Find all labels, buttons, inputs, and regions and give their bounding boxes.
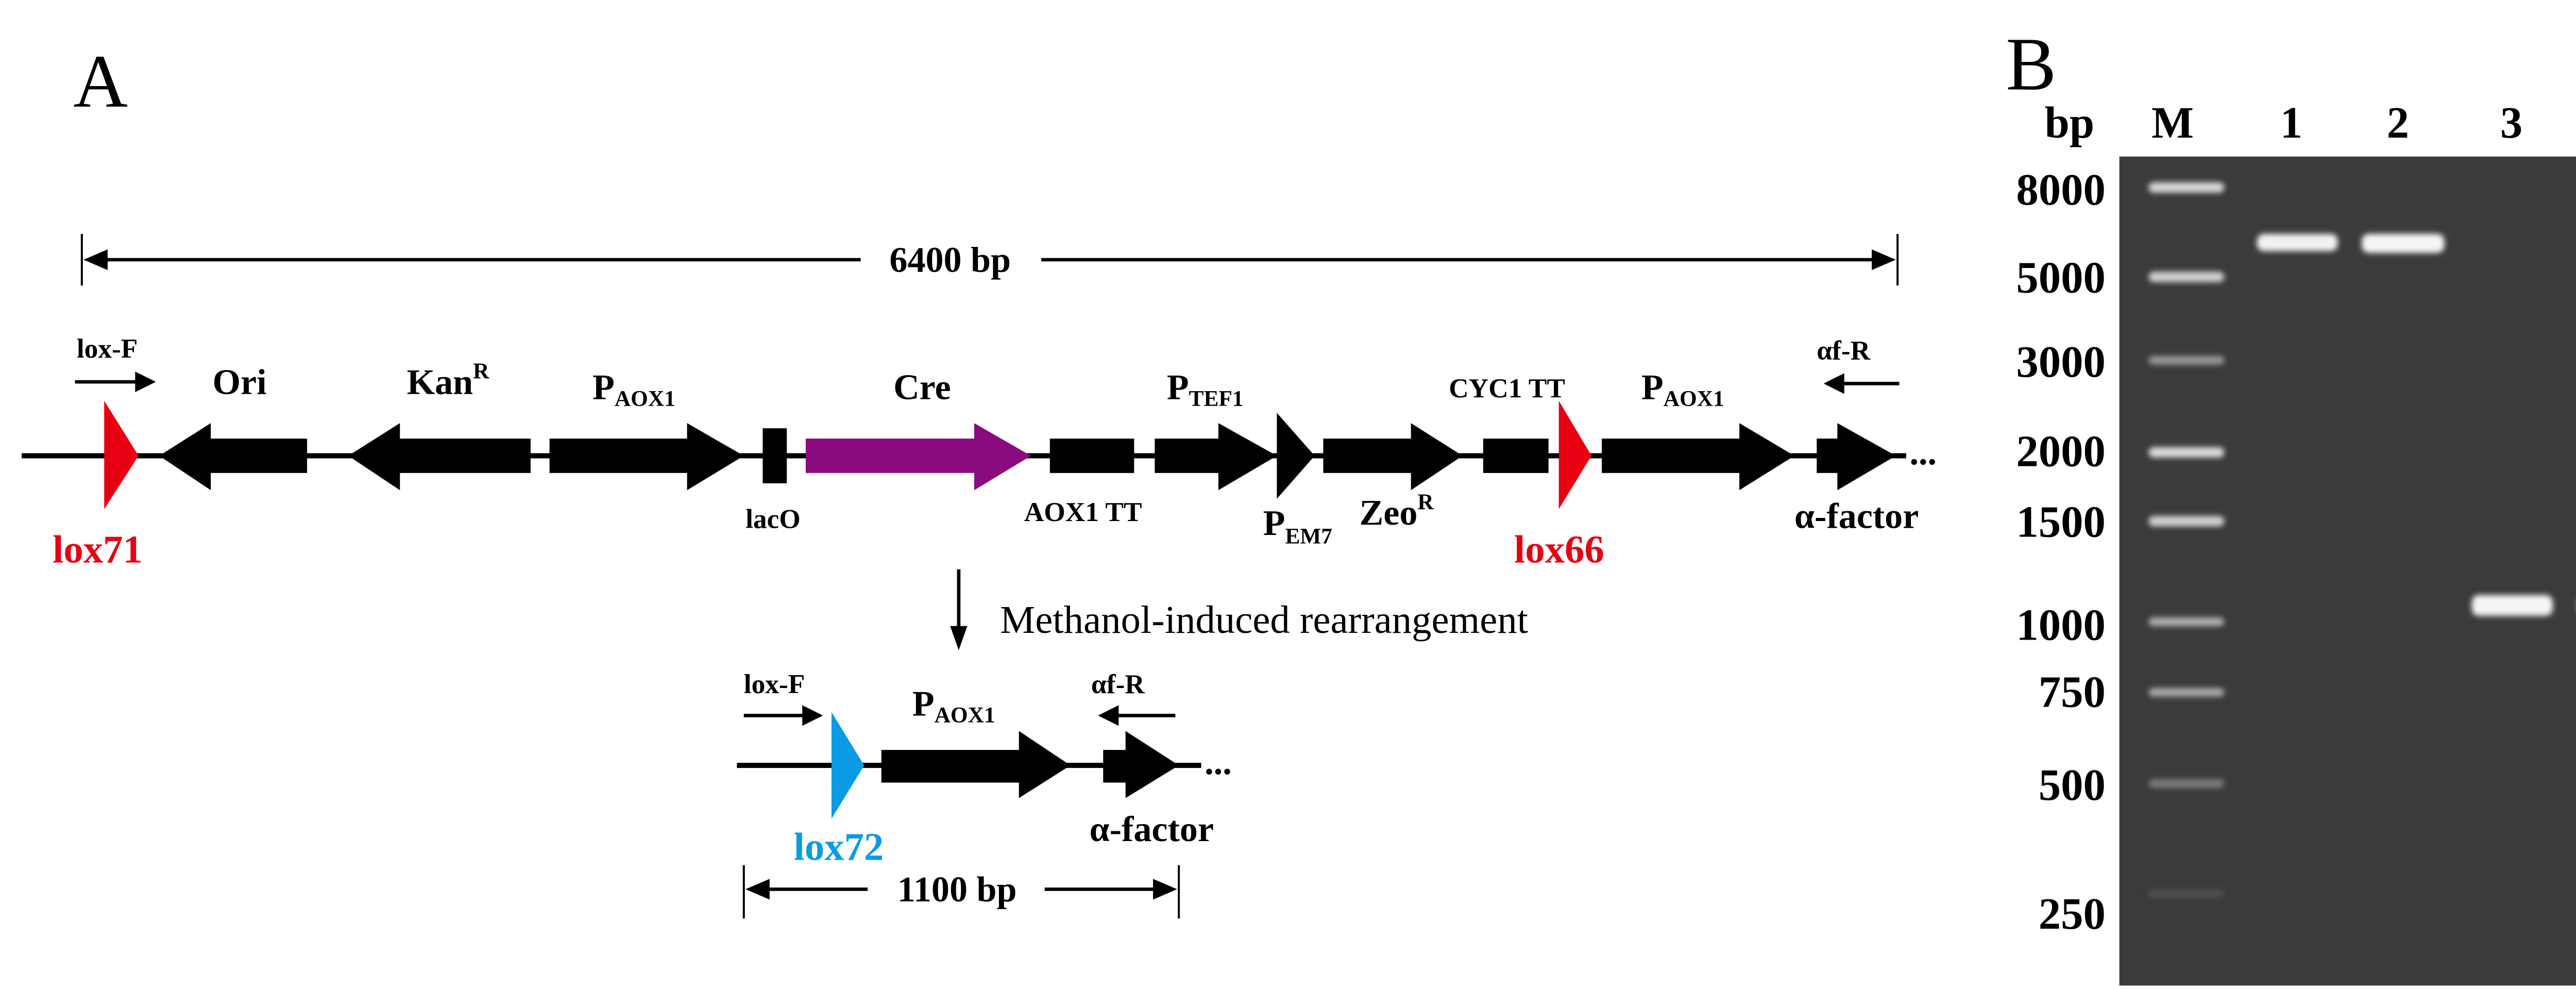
product-primer-lox-f-label: lox-F (744, 668, 805, 699)
kanr-arrow (348, 423, 531, 491)
zeor-arrow (1323, 423, 1463, 491)
rearrangement-arrow (950, 569, 968, 650)
cre-arrow (805, 423, 1031, 491)
zeor-label: ZeoR (1360, 490, 1434, 533)
ladder-band-1000 (2148, 617, 2225, 626)
length-1100-label: 1100 bp (897, 870, 1017, 910)
lox66-site (1558, 400, 1592, 509)
paox1-second-label: PAOX1 (1641, 367, 1724, 411)
primer-af-r-arrow (1823, 373, 1900, 394)
kanr-label: KanR (407, 359, 490, 402)
paox1-arrow (549, 423, 744, 491)
lane-label-m: M (2151, 98, 2194, 147)
ladder-band-3000 (2148, 356, 2225, 365)
product-primer-lox-f-arrow (743, 705, 823, 726)
cre-label: Cre (893, 367, 951, 407)
ladder-labels: 8000 5000 3000 2000 1500 1000 750 500 25… (2016, 165, 2106, 938)
panel-a-letter: A (73, 39, 128, 123)
ladder-label-1500: 1500 (2016, 497, 2106, 546)
rearrangement-label: Methanol-induced rearrangement (1000, 598, 1528, 642)
ladder-label-2000: 2000 (2016, 426, 2106, 476)
lox66-label: lox66 (1514, 527, 1604, 571)
lane-label-2: 2 (2387, 98, 2409, 147)
lane-2-band (2362, 233, 2445, 253)
cyc1-tt-label: CYC1 TT (1449, 373, 1565, 404)
ladder-label-3000: 3000 (2016, 337, 2106, 387)
lane-label-1: 1 (2280, 98, 2302, 147)
lox71-label: lox71 (53, 527, 143, 571)
laco-box (762, 428, 787, 483)
product-alpha-factor-label: α-factor (1090, 810, 1214, 849)
alpha-factor-label: α-factor (1794, 497, 1919, 537)
aox1-tt-box (1049, 439, 1134, 473)
ladder-bands (2148, 182, 2225, 898)
alpha-factor-arrow (1817, 423, 1896, 491)
panel-b: B bp M 1 2 3 4 8000 5000 3000 2000 1500 … (2006, 22, 2576, 986)
lox71-site (104, 400, 139, 509)
ladder-band-2000 (2148, 447, 2225, 458)
product-alpha-factor-arrow (1103, 731, 1179, 798)
primer-lox-f-label: lox-F (77, 333, 138, 364)
ladder-band-5000 (2148, 272, 2225, 282)
ladder-band-8000 (2148, 182, 2225, 193)
ptef1-label: PTEF1 (1167, 367, 1244, 411)
length-6400-label: 6400 bp (889, 240, 1011, 280)
ori-label: Ori (212, 362, 266, 402)
ladder-label-8000: 8000 (2016, 165, 2106, 214)
pem7-arrow (1277, 412, 1315, 499)
lane-1-band (2257, 233, 2338, 252)
paox1-second-arrow (1602, 423, 1794, 491)
ladder-band-500 (2148, 779, 2225, 788)
lox72-label: lox72 (794, 825, 884, 869)
pem7-label: PEM7 (1263, 504, 1332, 549)
lox72-site (831, 712, 865, 819)
product-primer-af-r-label: αf-R (1091, 668, 1145, 699)
paox1-label: PAOX1 (592, 367, 675, 411)
agarose-gel (2119, 156, 2576, 986)
product-continuation-dots: ... (1205, 743, 1232, 782)
length-1100-dimension: 1100 bp (742, 865, 1180, 919)
ori-arrow (159, 423, 308, 491)
length-6400-dimension: 6400 bp (80, 233, 1899, 286)
primer-lox-f-arrow (75, 371, 156, 392)
product-paox1-arrow (881, 731, 1071, 798)
aox1-tt-label: AOX1 TT (1024, 496, 1142, 527)
bp-unit-label: bp (2045, 98, 2095, 147)
product-paox1-label: PAOX1 (912, 684, 995, 727)
panel-a: A 6400 bp ... lox-F αf-R lox71 (22, 39, 1937, 919)
ladder-band-1500 (2148, 516, 2225, 527)
ladder-label-1000: 1000 (2016, 600, 2106, 650)
ladder-label-5000: 5000 (2016, 253, 2106, 302)
laco-label: lacO (745, 504, 801, 534)
lane-label-3: 3 (2500, 98, 2522, 147)
lane-3-band (2471, 595, 2553, 616)
primer-af-r-label: αf-R (1817, 335, 1871, 366)
ptef1-arrow (1155, 423, 1277, 491)
ladder-label-500: 500 (2039, 760, 2106, 810)
ladder-label-250: 250 (2039, 889, 2106, 938)
panel-b-letter: B (2006, 22, 2056, 106)
product-primer-af-r-arrow (1098, 705, 1176, 726)
ladder-label-750: 750 (2039, 667, 2106, 717)
sample-bands (2257, 233, 2553, 616)
ladder-band-250 (2148, 889, 2225, 898)
rearranged-product: ... lox-F αf-R lox72 PAOX1 α-factor (737, 668, 1232, 919)
ladder-band-750 (2148, 688, 2225, 697)
cyc1-tt-box (1483, 439, 1549, 473)
continuation-dots: ... (1909, 433, 1937, 473)
